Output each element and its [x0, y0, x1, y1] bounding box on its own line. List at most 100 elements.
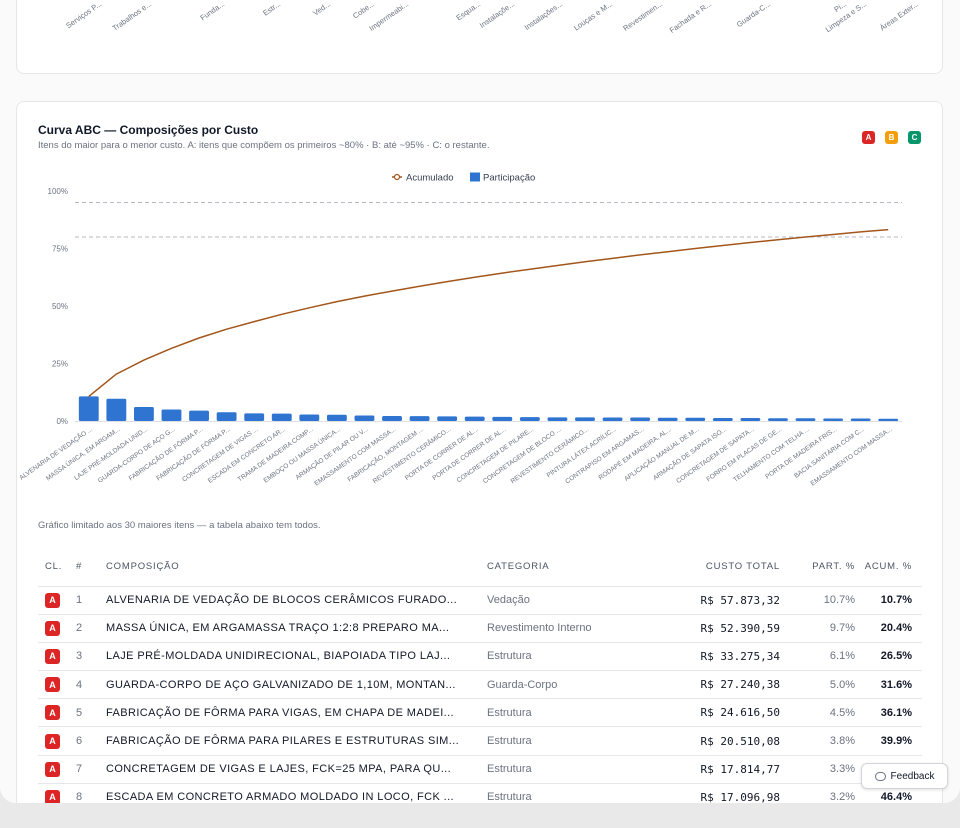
- app-window: Serviços P... Trabalhos e... Funda... Estr.…: [0, 0, 960, 803]
- composition-cell: FABRICAÇÃO DE FÔRMA PARA PILARES E ESTRU…: [106, 726, 487, 756]
- share-bar[interactable]: [519, 417, 540, 421]
- composition-cell: LAJE PRÉ-MOLDADA UNIDIRECIONAL, BIAPOIAD…: [106, 642, 487, 672]
- legend-label-accumulated: Acumulado: [406, 173, 454, 184]
- category-cell: Revestimento Interno: [487, 614, 645, 643]
- category-axis-label: Áreas Exter...: [878, 0, 920, 32]
- share-bar[interactable]: [326, 414, 347, 421]
- share-bar[interactable]: [492, 416, 513, 421]
- class-b-badge: B: [885, 131, 898, 144]
- share-bar[interactable]: [216, 412, 237, 421]
- col-acum[interactable]: ACUM. %: [855, 548, 922, 587]
- category-cell: Guarda-Corpo: [487, 670, 645, 700]
- share-bar[interactable]: [106, 398, 127, 421]
- table-row[interactable]: A 3 LAJE PRÉ-MOLDADA UNIDIRECIONAL, BIAPOI…: [38, 642, 922, 672]
- legend-line-marker: [393, 173, 401, 181]
- category-axis-labels: Serviços P... Trabalhos e... Funda... Estr.…: [64, 0, 920, 35]
- acum-cell: 36.1%: [855, 698, 922, 728]
- share-bar[interactable]: [382, 415, 402, 421]
- category-axis-label: Trabalhos e...: [111, 0, 154, 33]
- class-badge: A: [45, 592, 60, 608]
- share-bar[interactable]: [850, 418, 871, 421]
- acum-cell: 31.6%: [855, 670, 922, 700]
- share-bar[interactable]: [547, 417, 568, 421]
- share-bar[interactable]: [78, 396, 99, 421]
- category-axis-label: Funda...: [198, 0, 226, 22]
- col-part[interactable]: PART. %: [790, 548, 855, 587]
- class-badge: A: [45, 620, 60, 636]
- composition-cell: FABRICAÇÃO DE FÔRMA PARA VIGAS, EM CHAPA…: [106, 698, 487, 728]
- share-bar[interactable]: [299, 414, 320, 421]
- part-cell: 3.8%: [790, 726, 855, 756]
- part-cell: 3.2%: [790, 783, 855, 803]
- col-total-cost[interactable]: CUSTO TOTAL: [645, 548, 790, 587]
- share-bar[interactable]: [161, 409, 182, 422]
- share-bar[interactable]: [409, 416, 430, 421]
- index-cell: 7: [76, 755, 106, 784]
- class-badge: A: [45, 761, 60, 777]
- y-tick-label: 100%: [48, 187, 68, 196]
- y-tick-label: 75%: [52, 245, 68, 254]
- category-axis-label: Revestimen...: [621, 0, 664, 33]
- part-cell: 4.5%: [790, 698, 855, 728]
- share-bar[interactable]: [244, 413, 265, 421]
- category-axis-label: Louças e M...: [572, 0, 614, 32]
- total-cost-cell: R$ 20.510,08: [645, 726, 790, 756]
- col-index[interactable]: #: [76, 548, 106, 587]
- acum-cell: 10.7%: [855, 586, 922, 615]
- total-cost-cell: R$ 17.096,98: [645, 783, 790, 803]
- category-axis-label: Instalações...: [523, 0, 564, 32]
- index-cell: 8: [76, 783, 106, 803]
- share-bar[interactable]: [133, 406, 154, 421]
- class-cell: A: [38, 698, 76, 728]
- category-axis-label: Ved...: [311, 0, 332, 18]
- table-row[interactable]: A 2 MASSA ÚNICA, EM ARGAMASSA TRAÇO 1:2:8 …: [38, 614, 922, 643]
- table-row[interactable]: A 7 CONCRETAGEM DE VIGAS E LAJES, FCK=25 M…: [38, 755, 922, 784]
- abc-chart: Acumulado Participação100%75%50%25%0%ALVE…: [17, 172, 902, 488]
- col-category[interactable]: CATEGORIA: [487, 548, 645, 587]
- abc-title: Curva ABC — Composições por Custo: [38, 123, 259, 137]
- share-bar[interactable]: [795, 418, 816, 421]
- composition-cell: ESCADA EM CONCRETO ARMADO MOLDADO IN LOC…: [106, 783, 487, 803]
- acum-cell: 20.4%: [855, 614, 922, 643]
- share-bar[interactable]: [823, 418, 844, 421]
- share-bar[interactable]: [630, 417, 651, 421]
- part-cell: 9.7%: [790, 614, 855, 643]
- share-bar[interactable]: [602, 417, 623, 421]
- col-class[interactable]: CL.: [38, 548, 76, 587]
- class-legend: A B C: [862, 131, 921, 144]
- share-bar[interactable]: [657, 417, 678, 421]
- share-bar[interactable]: [740, 418, 761, 421]
- share-bar[interactable]: [878, 418, 899, 421]
- table-row[interactable]: A 8 ESCADA EM CONCRETO ARMADO MOLDADO IN L…: [38, 783, 922, 803]
- part-cell: 6.1%: [790, 642, 855, 672]
- table-row[interactable]: A 1 ALVENARIA DE VEDAÇÃO DE BLOCOS CERÂMIC…: [38, 586, 922, 615]
- table-row[interactable]: A 4 GUARDA-CORPO DE AÇO GALVANIZADO DE 1,1…: [38, 670, 922, 700]
- share-bar[interactable]: [437, 416, 458, 421]
- abc-curve-card: Curva ABC — Composições por Custo Itens …: [16, 101, 943, 803]
- share-bar[interactable]: [354, 415, 375, 421]
- share-bar[interactable]: [768, 418, 788, 421]
- table-row[interactable]: A 5 FABRICAÇÃO DE FÔRMA PARA VIGAS, EM CHA…: [38, 698, 922, 728]
- share-bar[interactable]: [685, 417, 706, 421]
- share-bar[interactable]: [575, 417, 595, 421]
- index-cell: 1: [76, 586, 106, 615]
- share-bar[interactable]: [271, 413, 292, 421]
- share-bar[interactable]: [464, 416, 485, 421]
- class-badge: A: [45, 733, 60, 749]
- share-bar[interactable]: [712, 418, 733, 421]
- class-cell: A: [38, 670, 76, 700]
- share-bar[interactable]: [189, 410, 209, 421]
- chart-legend: Acumulado Participação: [392, 172, 535, 184]
- accumulated-line: [88, 228, 889, 397]
- category-axis-label: Cobe...: [351, 0, 376, 21]
- y-tick-label: 50%: [52, 302, 68, 311]
- class-badge: A: [45, 677, 60, 693]
- category-axis-label: Fachada e R...: [668, 0, 713, 35]
- table-row[interactable]: A 6 FABRICAÇÃO DE FÔRMA PARA PILARES E EST…: [38, 726, 922, 756]
- total-cost-cell: R$ 27.240,38: [645, 670, 790, 700]
- class-c-badge: C: [908, 131, 921, 144]
- class-badge: A: [45, 648, 60, 664]
- col-composition[interactable]: COMPOSIÇÃO: [106, 548, 487, 587]
- class-cell: A: [38, 586, 76, 615]
- feedback-button[interactable]: Feedback: [861, 763, 948, 789]
